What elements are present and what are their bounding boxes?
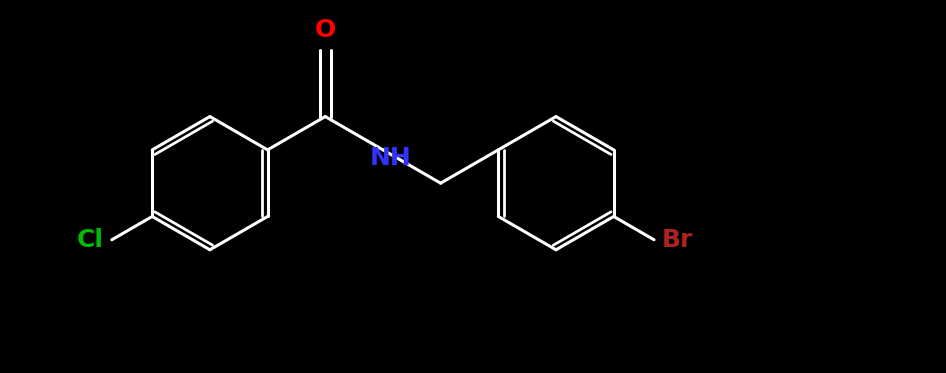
Text: NH: NH [370, 146, 412, 170]
Text: Br: Br [662, 228, 693, 252]
Text: Cl: Cl [77, 228, 104, 252]
Text: O: O [315, 18, 336, 42]
